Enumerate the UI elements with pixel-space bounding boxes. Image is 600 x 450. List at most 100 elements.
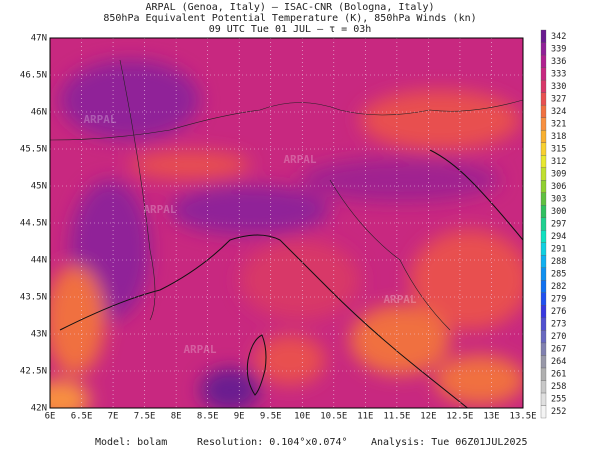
colorbar-swatch [540,405,547,419]
colorbar-label: 312 [551,157,566,167]
colorbar-swatch [540,142,547,156]
colorbar-label: 342 [551,32,566,42]
colorbar-swatch [540,317,547,331]
lon-tick-label: 7.5E [134,412,156,422]
colorbar-swatch [540,292,547,306]
colorbar-label: 273 [551,320,566,330]
map-frame [49,37,524,409]
colorbar-swatch [540,29,547,43]
lat-tick-label: 46N [31,108,47,118]
colorbar-swatch [540,117,547,131]
lon-tick-label: 8.5E [197,412,219,422]
lon-tick-label: 12.5E [446,412,473,422]
watermark: ARPAL [383,293,416,306]
colorbar-label: 321 [551,119,566,129]
colorbar-swatch [540,330,547,344]
header-line: ARPAL (Genoa, Italy) – ISAC-CNR (Bologna… [146,2,435,13]
colorbar-swatch [540,180,547,193]
colorbar-label: 309 [551,169,566,179]
lon-tick-label: 13E [483,412,499,422]
watermark: ARPAL [183,343,216,356]
map-field [50,38,523,408]
colorbar-label: 318 [551,132,566,142]
colorbar-swatch [540,305,547,319]
watermark: ARPAL [283,153,316,166]
colorbar-swatch [540,355,547,369]
colorbar-label: 285 [551,270,566,280]
lon-tick-label: 10.5E [320,412,347,422]
colorbar-label: 270 [551,332,566,342]
lat-tick-label: 45.5N [20,145,47,155]
colorbar-swatch [540,217,547,231]
colorbar-label: 255 [551,395,566,405]
colorbar-label: 261 [551,370,566,380]
lat-tick-label: 42N [31,404,47,414]
colorbar-label: 291 [551,245,566,255]
lon-tick-label: 9.5E [260,412,282,422]
colorbar-label: 303 [551,194,566,204]
colorbar-label: 330 [551,82,566,92]
colorbar-label: 282 [551,282,566,292]
lon-tick-label: 7E [108,412,119,422]
colorbar-swatch [540,67,547,81]
lon-tick-label: 11.5E [383,412,410,422]
colorbar-swatch [540,342,547,356]
colorbar-swatch [540,79,547,93]
colorbar-label: 294 [551,232,566,242]
watermark: ARPAL [143,203,176,216]
colorbar-swatch [540,205,547,218]
colorbar-label: 306 [551,182,566,192]
colorbar-swatch [540,242,547,256]
colorbar-swatch [540,92,547,106]
colorbar-label: 267 [551,345,566,355]
colorbar-swatch [540,280,547,293]
colorbar-swatch [540,380,547,394]
lat-tick-label: 43N [31,330,47,340]
lat-tick-label: 44N [31,256,47,266]
colorbar-swatch [540,367,547,381]
lat-tick-label: 46.5N [20,71,47,81]
lat-tick-label: 44.5N [20,219,47,229]
colorbar-label: 315 [551,144,566,154]
colorbar-swatch [540,267,547,281]
lon-tick-label: 6E [45,412,56,422]
colorbar-label: 339 [551,44,566,54]
colorbar-swatch [540,42,547,56]
lat-tick-label: 47N [31,34,47,44]
colorbar-swatch [540,392,547,406]
colorbar-swatch [540,192,547,206]
colorbar-label: 333 [551,69,566,79]
colorbar-swatch [540,54,547,68]
colorbar-swatch [540,167,547,181]
lat-tick-label: 43.5N [20,293,47,303]
colorbar-label: 279 [551,295,566,305]
colorbar-label: 336 [551,57,566,67]
colorbar-label: 300 [551,207,566,217]
lat-tick-label: 45N [31,182,47,192]
lon-tick-label: 10E [294,412,310,422]
footer-model: Model: bolam [95,437,167,448]
watermark: ARPAL [83,113,116,126]
colorbar-swatch [540,155,547,168]
colorbar-label: 264 [551,357,566,367]
footer-analysis: Analysis: Tue 06Z01JUL2025 [371,437,528,448]
lon-tick-label: 13.5E [509,412,536,422]
header-line: 850hPa Equivalent Potential Temperature … [103,13,476,24]
header-line: 09 UTC Tue 01 JUL – τ = 03h [209,24,372,35]
lat-tick-label: 42.5N [20,367,47,377]
lon-tick-label: 8E [171,412,182,422]
lon-tick-label: 9E [234,412,245,422]
colorbar-label: 276 [551,307,566,317]
colorbar-label: 327 [551,94,566,104]
colorbar-swatch [540,255,547,268]
colorbar-label: 258 [551,382,566,392]
lon-tick-label: 11E [357,412,373,422]
colorbar-label: 288 [551,257,566,267]
colorbar-swatch [540,230,547,243]
colorbar-label: 324 [551,107,566,117]
colorbar-swatch [540,104,547,118]
lon-tick-label: 12E [420,412,436,422]
colorbar-label: 252 [551,407,566,417]
colorbar-label: 297 [551,220,566,230]
